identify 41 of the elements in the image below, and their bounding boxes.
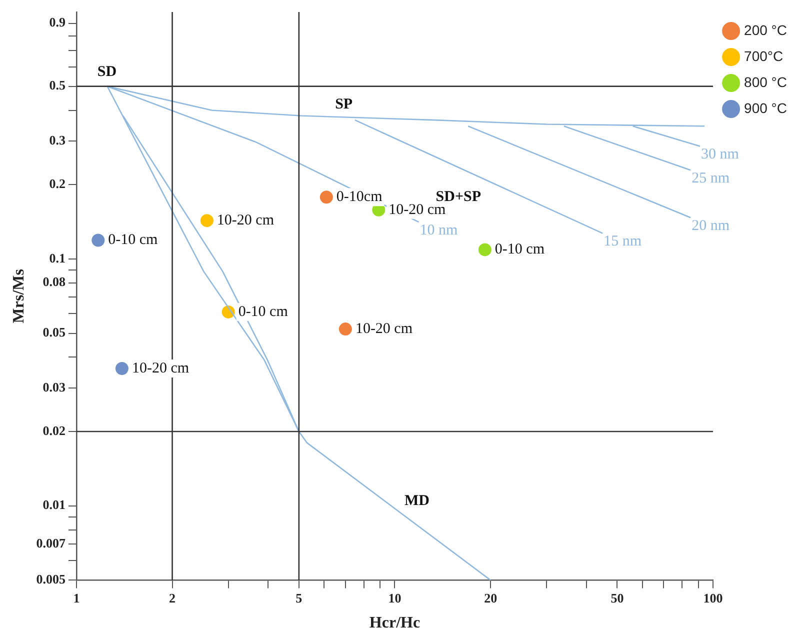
data-label: 0-10cm	[336, 189, 383, 206]
y-tick-label: 0.2	[49, 176, 66, 191]
y-tick-label: 0.01	[42, 497, 66, 512]
series-label: 25 nm	[692, 170, 730, 187]
x-axis-title: Hcr/Hc	[369, 614, 420, 632]
data-label: 10-20 cm	[132, 360, 190, 376]
series-label: 20 nm	[692, 218, 730, 234]
x-tick-label: 5	[296, 590, 303, 606]
annotation: MD	[404, 493, 430, 510]
legend-label: 900 °C	[744, 100, 788, 116]
annotation: SP	[335, 96, 353, 112]
x-tick-label: 1	[73, 590, 80, 606]
y-tick-label: 0.5	[49, 78, 66, 93]
y-tick-label: 0.03	[42, 379, 66, 394]
y-tick-label: 0.02	[42, 422, 66, 438]
x-tick-label: 20	[484, 590, 498, 606]
x-tick-label: 10	[388, 590, 402, 606]
series-label: 15 nm	[604, 234, 642, 250]
data-label: 0-10 cm	[494, 242, 545, 258]
y-tick-label: 0.3	[49, 132, 66, 148]
legend-label: 800 °C	[744, 74, 788, 90]
series-label: 10 nm	[420, 222, 458, 239]
data-label: 0-10 cm	[238, 304, 288, 320]
y-tick-label: 0.007	[36, 535, 66, 550]
annotation: SD	[97, 64, 117, 80]
x-tick-label: 100	[703, 590, 723, 606]
y-tick-label: 0.05	[42, 324, 66, 340]
x-tick-label: 50	[610, 590, 624, 606]
data-label: 10-20 cm	[388, 202, 446, 218]
y-tick-label: 0.08	[42, 274, 66, 290]
legend-label: 200 °C	[744, 22, 788, 38]
data-label: 10-20 cm	[216, 212, 274, 229]
data-label: 10-20 cm	[355, 321, 413, 337]
legend-label: 700°C	[744, 48, 784, 64]
x-tick-label: 2	[169, 590, 176, 606]
y-axis-title: Mrs/Ms	[10, 269, 28, 324]
data-label: 0-10 cm	[108, 232, 158, 248]
y-tick-label: 0.005	[36, 572, 66, 587]
series-label: 30 nm	[701, 146, 740, 163]
y-tick-label: 0.9	[49, 14, 66, 30]
y-tick-label: 0.1	[49, 250, 66, 266]
